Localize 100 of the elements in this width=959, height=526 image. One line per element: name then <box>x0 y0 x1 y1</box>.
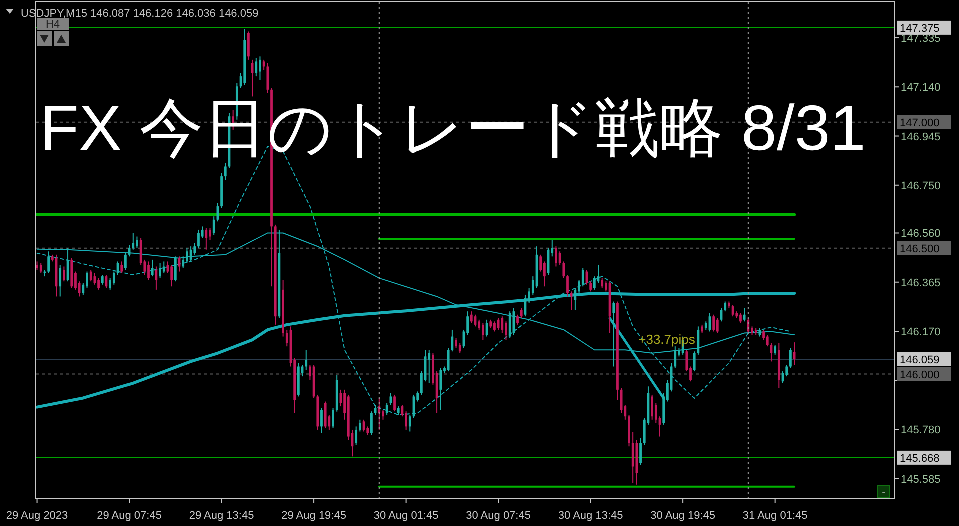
candlestick <box>743 308 746 322</box>
candlestick <box>63 266 66 282</box>
candlestick <box>390 392 392 406</box>
candlestick <box>774 344 777 356</box>
candlestick <box>209 228 212 241</box>
x-tick-label: 30 Aug 13:45 <box>558 510 624 522</box>
candlestick <box>112 271 116 286</box>
candlestick <box>136 236 138 249</box>
ref-line-label: 146.500 <box>900 243 940 256</box>
candlestick <box>482 322 484 341</box>
x-tick-label: 30 Aug 19:45 <box>650 510 716 522</box>
candlestick <box>712 314 716 332</box>
x-tick-label: 31 Aug 01:45 <box>742 510 808 522</box>
candlestick <box>582 268 584 288</box>
candlestick <box>562 261 566 279</box>
y-tick-label: 145.780 <box>901 424 941 437</box>
candlestick <box>198 229 200 249</box>
candlestick <box>382 410 384 420</box>
x-tick-label: 30 Aug 01:45 <box>374 510 439 522</box>
candlestick <box>59 264 62 298</box>
candlestick <box>259 56 262 81</box>
candlestick <box>540 254 542 272</box>
candlestick <box>320 408 323 434</box>
candlestick <box>148 261 150 281</box>
candlestick <box>458 342 462 354</box>
candlestick <box>447 348 450 372</box>
candlestick <box>120 261 124 274</box>
x-tick-label: 29 Aug 07:45 <box>97 510 162 522</box>
x-tick-label: 29 Aug 2023 <box>6 510 68 522</box>
candlestick <box>724 301 727 312</box>
candlestick <box>132 232 135 250</box>
y-tick-label: 146.560 <box>901 228 941 240</box>
candlestick <box>740 312 742 324</box>
y-tick-label: 145.585 <box>901 474 941 486</box>
candlestick <box>590 281 592 292</box>
candlestick <box>512 308 516 336</box>
candlestick <box>640 438 642 466</box>
candlestick <box>212 216 216 236</box>
candlestick <box>440 368 442 411</box>
candlestick <box>566 274 569 298</box>
candlestick <box>332 408 334 429</box>
candlestick <box>505 321 508 341</box>
candlestick <box>162 261 166 274</box>
candlestick <box>428 350 431 384</box>
candlestick <box>651 394 654 420</box>
candlestick <box>520 308 523 319</box>
candlestick <box>558 251 562 266</box>
ref-line-label: 146.059 <box>900 354 940 366</box>
candlestick <box>494 321 496 332</box>
ref-line-label: 147.375 <box>900 22 940 35</box>
candlestick <box>205 228 208 250</box>
candlestick <box>358 419 362 432</box>
candlestick <box>266 62 270 94</box>
candlestick <box>90 270 92 282</box>
candlestick <box>98 278 100 290</box>
candlestick <box>508 311 512 339</box>
candlestick <box>370 411 373 436</box>
candlestick <box>101 274 104 286</box>
candlestick <box>601 278 604 289</box>
x-tick-label: 29 Aug 19:45 <box>282 510 346 522</box>
candlestick <box>451 329 454 352</box>
candlestick <box>455 338 458 349</box>
candlestick <box>248 31 250 60</box>
candlestick <box>224 162 227 181</box>
candlestick <box>174 256 177 282</box>
y-tick-label: 146.750 <box>901 180 941 192</box>
y-tick-label: 146.170 <box>901 326 941 338</box>
candlestick <box>124 252 127 271</box>
candlestick <box>786 364 788 378</box>
candlestick <box>109 278 112 290</box>
x-tick-label: 29 Aug 13:45 <box>189 510 254 522</box>
ref-line-label: 145.668 <box>900 452 940 465</box>
candlestick <box>593 276 596 290</box>
candlestick <box>151 259 154 278</box>
candlestick <box>790 348 792 369</box>
candlestick <box>620 388 623 414</box>
candlestick <box>48 251 50 274</box>
candlestick <box>394 394 396 412</box>
candlestick <box>555 246 558 268</box>
candlestick <box>570 291 573 311</box>
candlestick <box>693 351 696 372</box>
ref-line-label: 147.000 <box>900 117 940 130</box>
candlestick <box>516 314 519 326</box>
candlestick <box>255 58 258 78</box>
x-tick-label: 30 Aug 07:45 <box>466 510 531 522</box>
candlestick <box>262 59 266 71</box>
candlestick <box>632 431 634 484</box>
y-tick-label: 146.945 <box>901 131 941 144</box>
candlestick <box>324 401 327 429</box>
candlestick <box>762 329 765 341</box>
candlestick <box>40 262 42 274</box>
candlestick <box>355 426 358 446</box>
annotation: H4 <box>46 19 60 31</box>
annotation: - <box>882 487 886 499</box>
candlestick <box>186 248 188 264</box>
ref-line-label: 146.000 <box>900 369 940 382</box>
candlestick <box>470 311 473 324</box>
candlestick <box>305 350 308 371</box>
candlestick <box>766 334 769 348</box>
candlestick <box>94 272 96 286</box>
